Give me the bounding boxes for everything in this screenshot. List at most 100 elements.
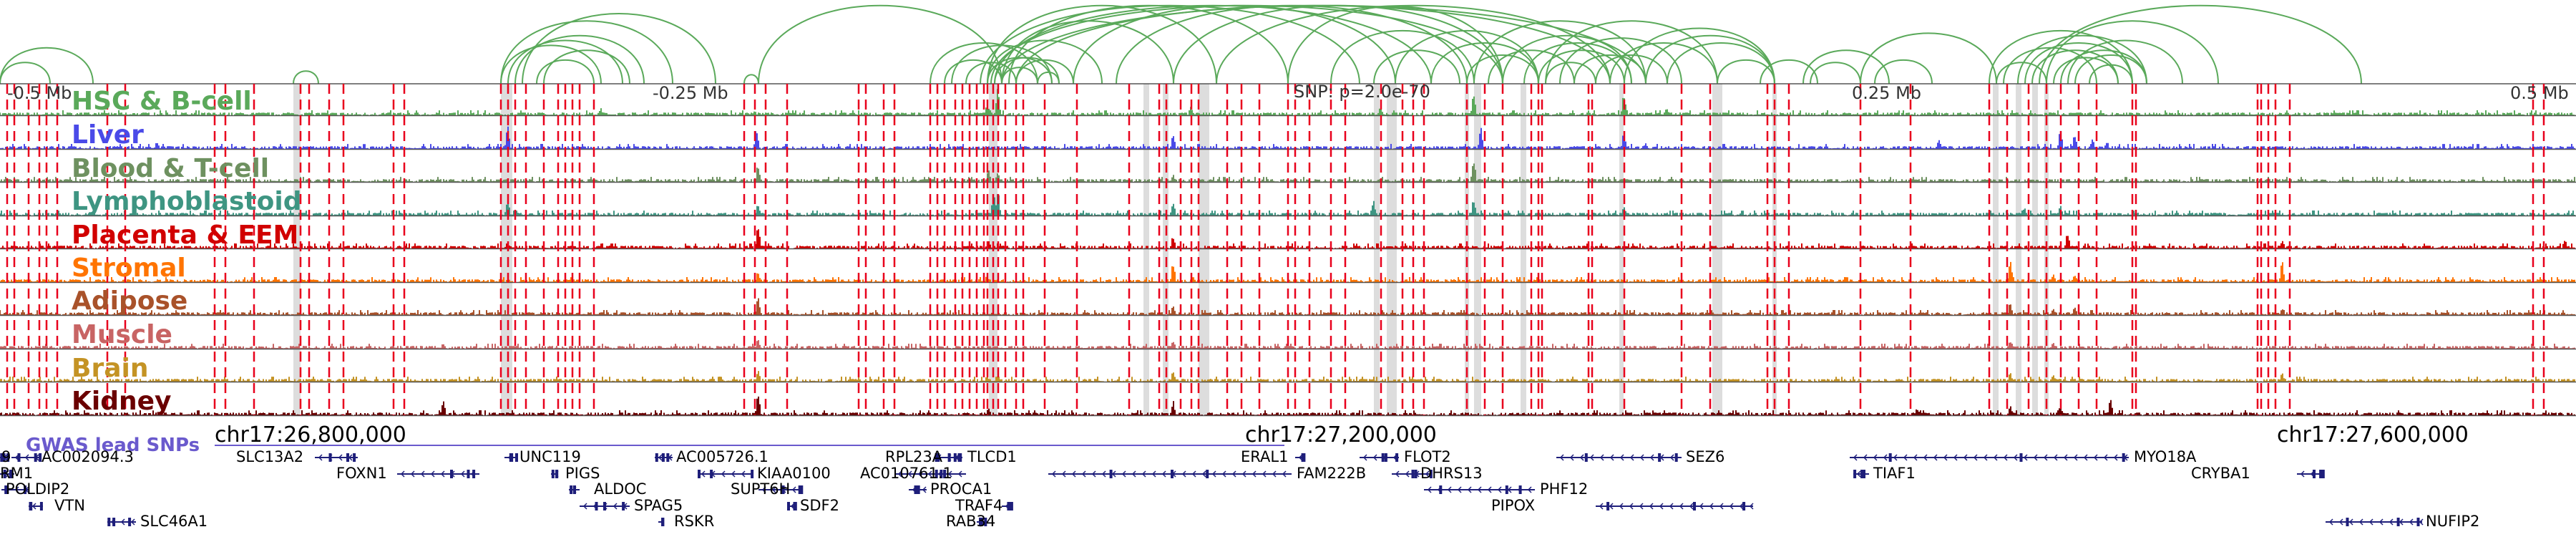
exon-block bbox=[9, 470, 12, 478]
exon-block bbox=[661, 518, 665, 526]
exon-block bbox=[661, 453, 665, 462]
exon-block bbox=[1010, 502, 1013, 511]
exon-block bbox=[1674, 453, 1678, 462]
loop-arc bbox=[1760, 59, 1818, 84]
exon-block bbox=[467, 470, 470, 478]
exon-block bbox=[1584, 453, 1588, 462]
exon-block bbox=[1863, 470, 1865, 478]
signal-bars bbox=[0, 126, 2575, 149]
exon-block bbox=[957, 453, 961, 462]
exon-block bbox=[17, 453, 21, 462]
loop-arc bbox=[0, 47, 94, 84]
gene-feature: AC002094.3 bbox=[11, 448, 134, 465]
gene-feature: TRAF4 bbox=[955, 497, 1013, 514]
ruler-tick-plus-half: 0.5 Mb bbox=[2510, 83, 2569, 103]
gene-feature: POLDIP2 bbox=[1, 480, 69, 498]
gene-feature: RPL23A bbox=[885, 448, 952, 465]
chromatin-loop-arcs bbox=[0, 4, 2362, 84]
exon-block bbox=[353, 453, 356, 462]
gene-label: PHF12 bbox=[1540, 480, 1588, 498]
loop-arc bbox=[507, 39, 623, 84]
strand-chevrons bbox=[1599, 503, 1754, 510]
loop-arc bbox=[1810, 62, 1861, 84]
exon-block bbox=[472, 470, 476, 478]
gene-feature: UNC119 bbox=[504, 448, 581, 465]
exon-block bbox=[6, 453, 10, 462]
exon-block bbox=[1414, 470, 1418, 478]
loop-arc bbox=[2074, 54, 2147, 84]
track-label-blood-t-cell: Blood & T-cell bbox=[72, 154, 269, 183]
ruler: -0.5 Mb -0.25 Mb SNP: p=2.0e-70 0.25 Mb … bbox=[7, 82, 2569, 103]
gene-feature: DHRS13 bbox=[1392, 465, 1483, 482]
track-label-brain: Brain bbox=[72, 354, 148, 383]
signal-track bbox=[0, 340, 2576, 350]
highlight-column bbox=[293, 84, 301, 415]
gene-label: PIPOX bbox=[1491, 497, 1535, 514]
exon-block bbox=[751, 470, 754, 478]
exon-block bbox=[937, 453, 940, 462]
gene-label: AC002094.3 bbox=[42, 448, 134, 465]
loop-arc bbox=[1523, 42, 1632, 84]
loop-arc bbox=[1538, 49, 1625, 84]
coordinate-label: chr17:27,600,000 bbox=[2277, 422, 2469, 448]
loop-arc bbox=[1430, 42, 1539, 84]
loop-arc bbox=[1667, 42, 1775, 84]
exon-block bbox=[2321, 470, 2325, 478]
gene-label: MYO18A bbox=[2134, 448, 2197, 465]
loop-arc bbox=[1330, 29, 1475, 84]
loop-arc bbox=[1545, 62, 1596, 84]
strand-chevrons bbox=[31, 503, 36, 510]
strand-chevrons bbox=[761, 486, 796, 493]
exon-block bbox=[1411, 470, 1415, 478]
gene-label: SEZ6 bbox=[1686, 448, 1724, 465]
loop-arc bbox=[1037, 72, 1060, 84]
loop-arc bbox=[987, 39, 1103, 84]
gene-label: 9 bbox=[1, 448, 11, 465]
snp-marker-lines bbox=[6, 84, 2545, 415]
gene-feature: TIAF1 bbox=[1853, 465, 1916, 482]
gene-feature: SLC13A2 bbox=[236, 448, 358, 465]
gene-label: ALDOC bbox=[594, 480, 646, 498]
ruler-tick-plus-quarter: 0.25 Mb bbox=[1852, 83, 1921, 103]
gene-feature: VTN bbox=[29, 497, 85, 514]
gene-label: RAB34 bbox=[946, 513, 995, 530]
strand-chevrons bbox=[2328, 518, 2424, 526]
exon-block bbox=[2346, 518, 2349, 526]
gene-feature: RM1 bbox=[0, 465, 33, 482]
loop-arc bbox=[1473, 20, 1646, 84]
loop-arc bbox=[1645, 34, 1775, 84]
loop-arc bbox=[293, 70, 319, 84]
loop-arc bbox=[1395, 29, 1539, 84]
highlight-column bbox=[2032, 84, 2038, 415]
exon-block bbox=[1606, 502, 1610, 511]
gene-feature: MYO18A bbox=[1850, 448, 2197, 465]
gene-feature: ERAL1 bbox=[1241, 448, 1306, 465]
track-label-kidney: Kidney bbox=[72, 387, 172, 416]
exon-block bbox=[980, 518, 983, 526]
loop-arc bbox=[2067, 39, 2183, 84]
gene-label: UNC119 bbox=[519, 448, 581, 465]
loop-arc bbox=[2039, 4, 2362, 84]
gene-feature: PIPOX bbox=[1491, 497, 1754, 514]
exon-block bbox=[29, 502, 32, 511]
highlight-column bbox=[1619, 84, 1624, 415]
gene-feature: AC005726.1 bbox=[655, 448, 769, 465]
gene-label: DHRS13 bbox=[1420, 465, 1483, 482]
exon-block bbox=[515, 453, 518, 462]
loop-arc bbox=[543, 49, 630, 84]
gene-label: PROCA1 bbox=[930, 480, 992, 498]
loop-arc bbox=[1624, 27, 1775, 84]
exon-block bbox=[953, 453, 957, 462]
gwas-lead-snps-label: GWAS lead SNPs bbox=[26, 435, 200, 456]
exon-block bbox=[2313, 470, 2316, 478]
gene-label: TIAF1 bbox=[1873, 465, 1916, 482]
exon-block bbox=[2416, 518, 2420, 526]
gene-feature: FLOT2 bbox=[1360, 448, 1451, 465]
gene-label: VTN bbox=[54, 497, 85, 514]
track-label-adipose: Adipose bbox=[72, 286, 187, 316]
gwas-row: GWAS lead SNPs bbox=[26, 435, 1284, 456]
exon-block bbox=[112, 518, 116, 526]
exon-block bbox=[1429, 470, 1433, 478]
loop-arc bbox=[1874, 59, 1933, 84]
exon-block bbox=[1008, 502, 1012, 511]
